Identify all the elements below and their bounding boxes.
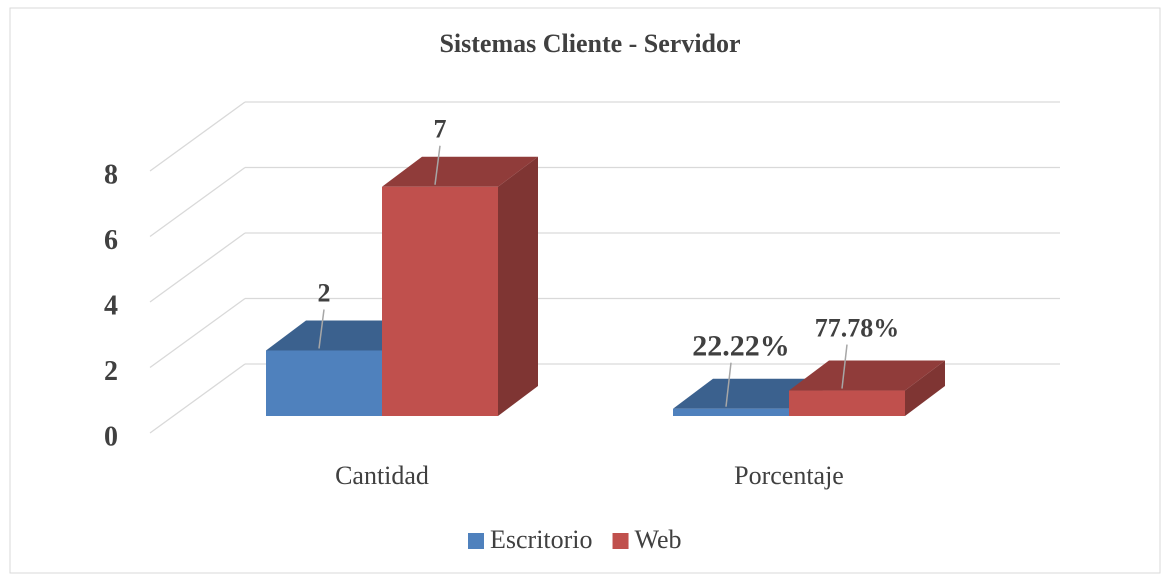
legend-label: Web bbox=[635, 525, 682, 554]
x-tick-label: Porcentaje bbox=[734, 461, 844, 490]
leader-line bbox=[434, 145, 441, 185]
x-tick-label: Cantidad bbox=[335, 461, 429, 490]
bar-top bbox=[382, 156, 538, 187]
chart-title: Sistemas Cliente - Servidor bbox=[439, 29, 740, 58]
y-tick-label: 2 bbox=[104, 356, 118, 387]
grid-line bbox=[149, 232, 246, 303]
leader-line bbox=[841, 344, 848, 389]
leader-line bbox=[318, 309, 325, 349]
data-label: 77.78% bbox=[815, 313, 900, 342]
bar bbox=[266, 350, 382, 416]
bar bbox=[673, 408, 789, 416]
legend-swatch bbox=[612, 533, 629, 549]
legend-swatch bbox=[468, 533, 484, 549]
y-tick-label: 6 bbox=[104, 225, 118, 256]
chart-border bbox=[9, 7, 1161, 574]
data-label: 2 bbox=[318, 278, 331, 307]
y-tick-label: 8 bbox=[104, 159, 118, 190]
y-tick-label: 0 bbox=[104, 421, 118, 452]
grid-line bbox=[149, 101, 246, 172]
data-label: 7 bbox=[434, 115, 447, 144]
grid-line bbox=[149, 166, 246, 238]
bar-top bbox=[789, 360, 945, 391]
bar bbox=[789, 390, 905, 416]
legend-label: Escritorio bbox=[490, 525, 593, 554]
data-label: 22.22% bbox=[692, 330, 790, 363]
bar-side bbox=[905, 360, 945, 416]
y-tick-label: 4 bbox=[104, 290, 118, 321]
bar bbox=[382, 186, 498, 416]
grid-line bbox=[149, 297, 246, 369]
leader-line bbox=[725, 362, 732, 407]
bar-side bbox=[498, 156, 538, 416]
grid-line bbox=[149, 363, 246, 434]
